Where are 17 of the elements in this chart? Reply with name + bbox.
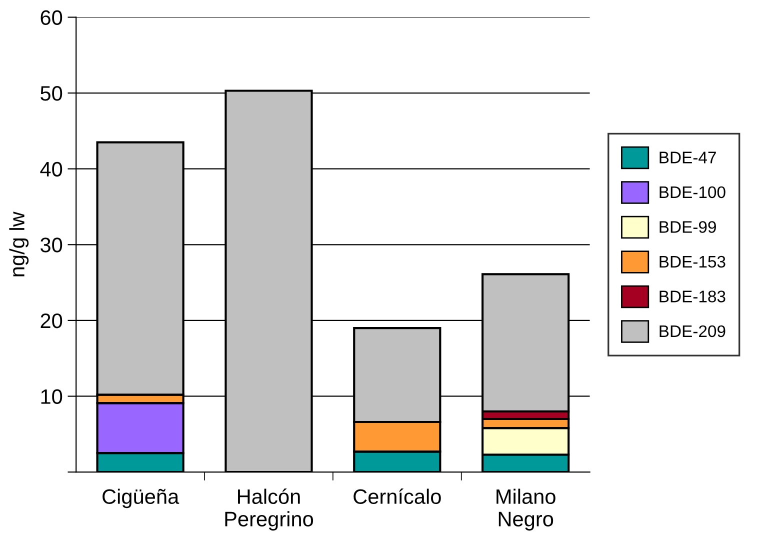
x-tick-label: Halcón Peregrino xyxy=(225,488,314,531)
legend-label: BDE-100 xyxy=(660,186,726,198)
x-tick-label: Cigüeña xyxy=(102,488,180,508)
legend-label: BDE-153 xyxy=(660,256,726,268)
legend-label: BDE-99 xyxy=(660,221,716,233)
y-tick-label: 50 xyxy=(40,86,62,101)
y-tick-label: 40 xyxy=(40,162,62,177)
x-tick-label: Cernícalo xyxy=(354,488,441,504)
legend-label: BDE-47 xyxy=(660,152,716,164)
legend-label: BDE-209 xyxy=(660,325,726,338)
legend-label: BDE-183 xyxy=(660,290,726,302)
x-tick-label: Milano Negro xyxy=(496,488,556,531)
y-tick-label: 30 xyxy=(40,238,62,252)
y-axis-title: ng/g lw xyxy=(9,212,29,276)
y-tick-label: 60 xyxy=(40,10,62,25)
y-tick-label: 10 xyxy=(41,389,62,404)
y-tick-label: 20 xyxy=(40,313,62,328)
